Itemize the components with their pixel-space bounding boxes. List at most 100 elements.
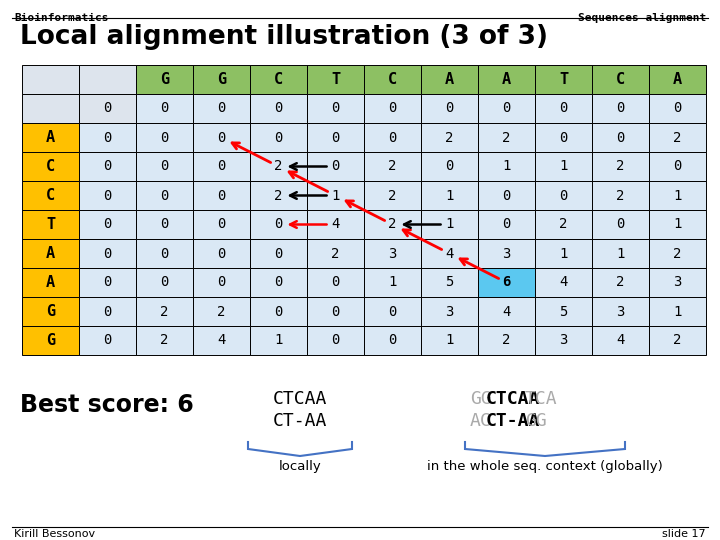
Bar [307,94,364,123]
Text: CT-AA: CT-AA [485,412,540,430]
Text: 2: 2 [673,131,682,145]
Text: G: G [46,304,55,319]
Bar [307,123,364,152]
Text: 1: 1 [616,246,625,260]
Bar [592,94,649,123]
Bar [421,152,478,181]
Text: 2: 2 [559,218,567,232]
Bar [421,65,478,94]
Bar [478,65,535,94]
Bar [478,297,535,326]
Text: 3: 3 [445,305,454,319]
Text: A: A [502,72,511,87]
Text: 2: 2 [388,188,397,202]
Text: 0: 0 [274,131,283,145]
Bar [649,152,706,181]
Text: 3: 3 [388,246,397,260]
Text: A: A [445,72,454,87]
Bar [307,297,364,326]
Text: 0: 0 [161,131,168,145]
Text: 2: 2 [503,334,510,348]
Text: 1: 1 [673,218,682,232]
Text: 2: 2 [503,131,510,145]
Bar [592,326,649,355]
Bar [421,239,478,268]
Bar [592,181,649,210]
Text: 0: 0 [331,102,340,116]
Bar [421,181,478,210]
Text: 2: 2 [616,159,625,173]
Bar [535,152,592,181]
Bar [136,239,193,268]
Text: 1: 1 [559,159,567,173]
Bar [592,152,649,181]
Bar [592,239,649,268]
Bar [22,268,79,297]
Bar [193,181,250,210]
Bar [193,210,250,239]
Text: 0: 0 [331,159,340,173]
Bar [421,94,478,123]
Text: 2: 2 [616,188,625,202]
Text: in the whole seq. context (globally): in the whole seq. context (globally) [427,460,663,473]
Bar [250,210,307,239]
Bar [193,239,250,268]
Bar [649,326,706,355]
Text: 0: 0 [274,246,283,260]
Text: T: T [559,72,568,87]
Text: 2: 2 [673,334,682,348]
Text: 1: 1 [388,275,397,289]
Text: GG: GG [525,412,546,430]
Text: 0: 0 [103,334,112,348]
Text: G: G [160,72,169,87]
Bar [136,65,193,94]
Bar [592,297,649,326]
Text: C: C [274,72,283,87]
Text: 0: 0 [217,218,225,232]
Bar [649,297,706,326]
Bar [79,181,136,210]
Text: 1: 1 [445,188,454,202]
Text: 4: 4 [331,218,340,232]
Text: 0: 0 [388,131,397,145]
Bar [649,123,706,152]
Bar [649,181,706,210]
Bar [364,123,421,152]
Bar [250,65,307,94]
Text: 0: 0 [445,102,454,116]
Bar [535,210,592,239]
Text: 0: 0 [274,102,283,116]
Text: 4: 4 [503,305,510,319]
Bar [136,210,193,239]
Text: 2: 2 [274,159,283,173]
Text: 0: 0 [503,102,510,116]
Text: 0: 0 [161,218,168,232]
Text: 0: 0 [673,159,682,173]
Bar [364,326,421,355]
Text: 0: 0 [388,102,397,116]
Text: 0: 0 [274,275,283,289]
Text: 0: 0 [161,102,168,116]
Bar [22,94,79,123]
Bar [535,326,592,355]
Text: slide 17: slide 17 [662,529,706,539]
Bar [79,239,136,268]
Text: 2: 2 [388,159,397,173]
Bar [22,65,79,94]
Text: CT-AA: CT-AA [273,412,327,430]
Bar [535,297,592,326]
Bar [307,268,364,297]
Text: 3: 3 [559,334,567,348]
Text: 2: 2 [616,275,625,289]
Bar [307,326,364,355]
Text: 0: 0 [103,131,112,145]
Text: C: C [46,159,55,174]
Bar [136,268,193,297]
Bar [307,239,364,268]
Bar [22,326,79,355]
Text: CTCAA: CTCAA [485,390,540,408]
Text: GG: GG [470,390,492,408]
Text: 2: 2 [217,305,225,319]
Text: 0: 0 [503,188,510,202]
Text: 1: 1 [503,159,510,173]
